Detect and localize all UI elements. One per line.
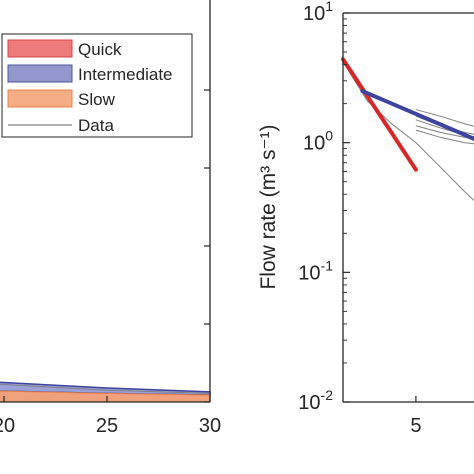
left-chart-panel: 20 25 30 Quick Intermediate Slow Data xyxy=(0,0,221,437)
right-x-ticks: 5 xyxy=(410,396,421,437)
right-y-axis-label: Flow rate (m³ s⁻¹) xyxy=(257,124,280,289)
legend-swatch-quick xyxy=(7,39,73,58)
right-fit-lines xyxy=(341,57,474,172)
right-data-line-3 xyxy=(415,119,474,138)
left-x-tick-label: 30 xyxy=(199,415,221,437)
legend-swatch-slow xyxy=(7,89,73,108)
legend-label-quick: Quick xyxy=(78,40,122,59)
right-y-ticks: 10-2 10-1 100 101 xyxy=(298,0,350,414)
left-y-ticks xyxy=(204,89,210,403)
left-data-lines xyxy=(0,383,211,394)
right-y-tick-label: 10-2 xyxy=(298,387,333,414)
legend-label-slow: Slow xyxy=(78,90,116,109)
right-data-line-5 xyxy=(415,129,474,145)
fit-line-quick xyxy=(341,57,418,172)
right-chart-panel: 10-2 10-1 100 101 5 Flow rate (m³ s⁻¹) xyxy=(257,0,474,437)
right-y-tick-label: 100 xyxy=(303,128,333,155)
fit-line-intermediate xyxy=(360,89,474,141)
left-x-tick-label: 25 xyxy=(96,415,118,437)
right-data-line-4 xyxy=(415,125,474,140)
left-x-ticks: 20 25 30 xyxy=(0,396,221,437)
left-data-line xyxy=(0,383,211,394)
legend-box xyxy=(1,33,193,138)
legend-label-intermediate: Intermediate xyxy=(78,65,173,84)
legend-swatch-intermediate xyxy=(7,64,73,83)
legend: Quick Intermediate Slow Data xyxy=(1,33,193,138)
right-y-tick-label: 101 xyxy=(303,0,333,25)
legend-label-data: Data xyxy=(78,116,114,135)
right-data-line-1 xyxy=(415,109,474,127)
right-x-tick-label: 5 xyxy=(410,415,421,437)
left-x-tick-label: 20 xyxy=(0,415,15,437)
right-y-tick-label: 10-1 xyxy=(298,257,333,284)
